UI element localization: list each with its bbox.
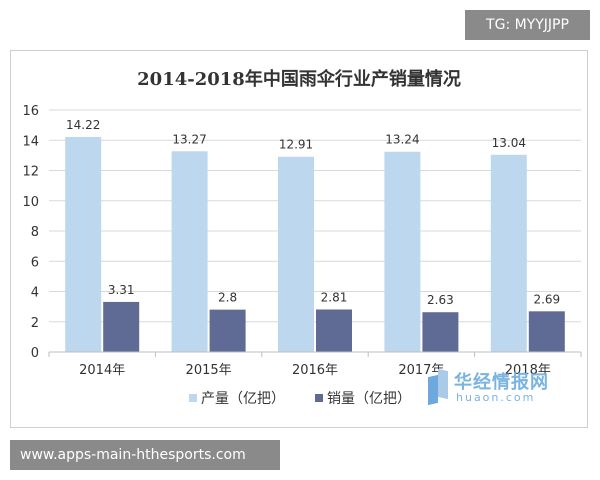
brand-logo: 华经情报网 huaon.com <box>428 366 578 410</box>
brand-name: 华经情报网 <box>454 372 549 393</box>
bar <box>490 154 527 352</box>
x-tick-label: 2015年 <box>186 363 232 378</box>
x-tick-label: 2016年 <box>292 363 338 378</box>
bar <box>278 156 314 352</box>
chart-title: 2014-2018年中国雨伞行业产销量情况 <box>137 68 461 90</box>
x-tick-label: 2017年 <box>398 363 444 378</box>
data-label: 13.27 <box>172 132 206 146</box>
legend-label: 产量（亿把） <box>201 391 285 407</box>
bar <box>422 312 459 352</box>
chart: 2014-2018年中国雨伞行业产销量情况 14.223.3113.272.81… <box>22 68 582 407</box>
data-label: 2.81 <box>321 290 348 304</box>
legend-label: 销量（亿把） <box>327 391 411 407</box>
brand-url: huaon.com <box>456 391 536 404</box>
data-labels: 14.22 3.31 13.27 2.8 12.91 2.81 13.24 2.63 13.04… <box>66 118 560 307</box>
data-label: 14.22 <box>66 118 100 132</box>
bar <box>209 309 246 352</box>
bar <box>384 151 421 352</box>
bar <box>528 311 565 352</box>
bar <box>171 151 208 352</box>
y-tick-label: 2 <box>31 316 39 331</box>
data-label: 3.31 <box>108 283 135 297</box>
axes: 0 2 4 6 8 10 12 14 16 2014年 2015年 2016年 2017年 2018年 <box>22 104 582 378</box>
y-tick-label: 6 <box>31 255 39 270</box>
legend-swatch <box>315 394 323 402</box>
bars <box>65 136 565 352</box>
legend: 产量（亿把） 销量（亿把） <box>189 391 411 407</box>
y-tick-label: 12 <box>22 165 39 180</box>
x-tick-label: 2014年 <box>79 363 125 378</box>
legend-swatch <box>189 394 197 402</box>
chart-card: 2014-2018年中国雨伞行业产销量情况 14.22 3.31 13.27 2.8 1… <box>10 50 588 428</box>
y-tick-label: 0 <box>31 346 39 361</box>
y-tick-label: 16 <box>22 104 39 119</box>
x-tick-label: 2018年 <box>505 363 551 378</box>
top-watermark: TG: MYYJJPP <box>465 10 590 40</box>
bar <box>103 301 140 352</box>
data-label: 13.24 <box>385 133 419 147</box>
data-label: 12.91 <box>279 138 313 152</box>
y-tick-label: 4 <box>31 286 39 301</box>
data-label: 2.8 <box>218 291 237 305</box>
footer-watermark: www.apps-main-hthesports.com <box>10 440 280 470</box>
bar <box>316 309 352 352</box>
y-tick-label: 14 <box>22 134 39 149</box>
bar <box>65 136 102 352</box>
data-label: 13.04 <box>492 136 526 150</box>
data-label: 2.63 <box>427 293 454 307</box>
y-tick-label: 10 <box>22 195 39 210</box>
brand-mark-icon <box>428 368 450 406</box>
y-tick-label: 8 <box>31 225 39 240</box>
data-label: 2.69 <box>533 292 560 306</box>
